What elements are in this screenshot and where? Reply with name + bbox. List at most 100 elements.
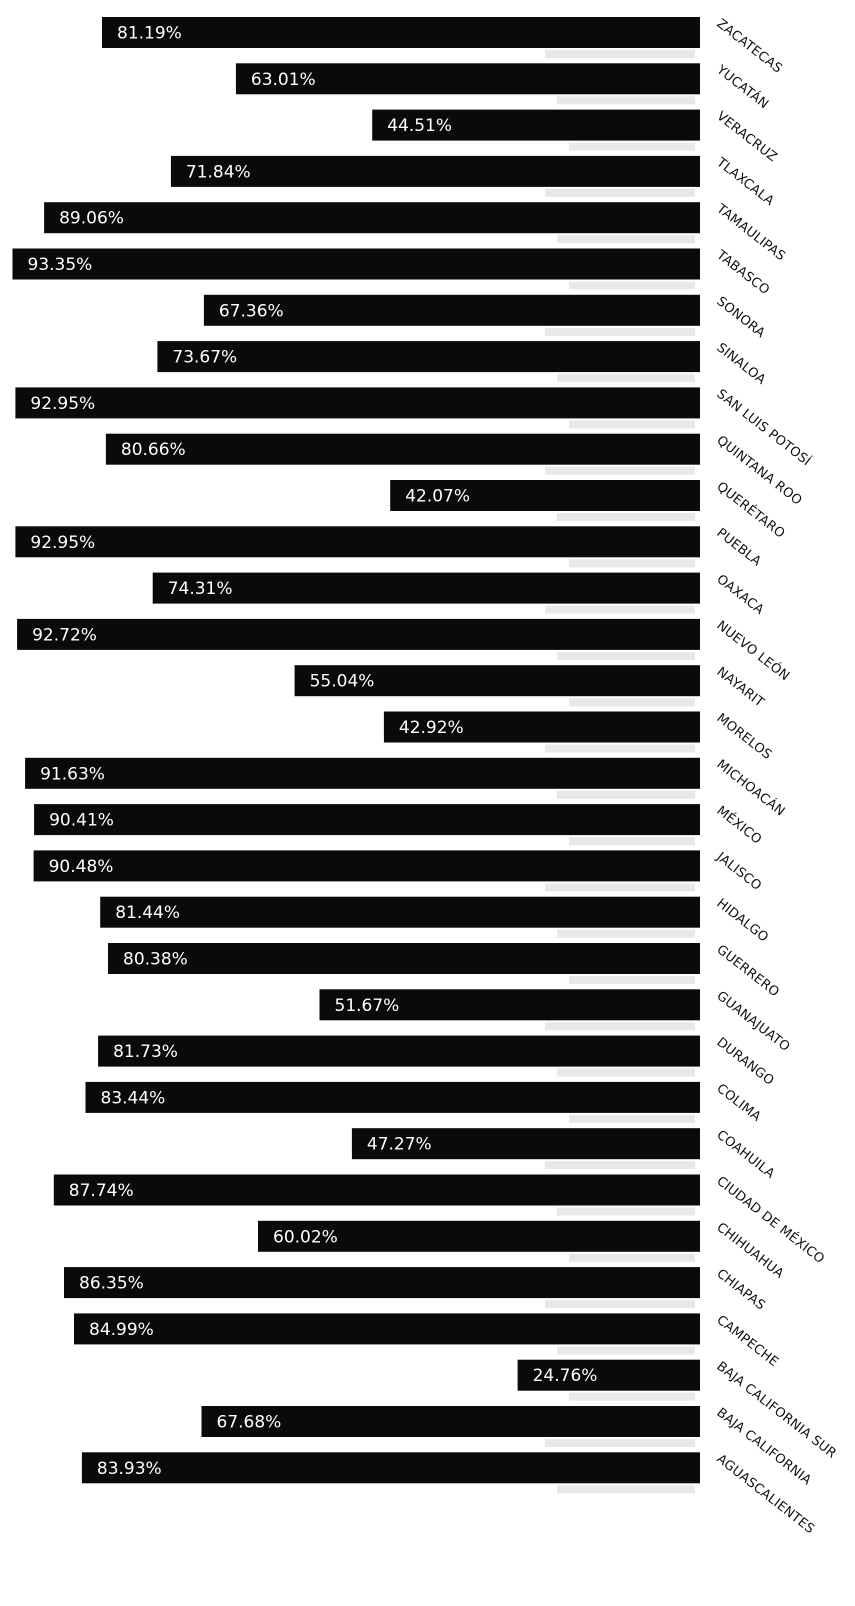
value-label-aguascalientes: 83.93% [97,1459,162,1479]
scan-noise-patch [569,559,695,568]
bar-jalisco [33,850,701,882]
bar-tamaulipas [44,202,701,234]
scan-noise-patch [545,1022,695,1031]
value-label-nayarit: 55.04% [310,672,375,692]
scan-noise-patch [569,698,695,707]
bar-veracruz [372,109,700,141]
bars [12,17,701,1484]
bar-san-luis-potosi [15,387,700,419]
category-label-hidalgo: HIDALGO [714,896,771,946]
bar-oaxaca [152,572,700,604]
value-label-tlaxcala: 71.84% [186,162,251,182]
scan-noise-patch [545,1439,695,1447]
bar-hidalgo [100,896,700,928]
value-label-yucatan: 63.01% [251,70,316,90]
bar-quintana-roo [105,433,700,465]
bar-chiapas [64,1267,700,1299]
bar-nayarit [294,665,700,697]
value-label-puebla: 92.95% [30,533,95,553]
category-label-morelos: MORELOS [714,711,775,763]
category-label-chiapas: CHIAPAS [714,1266,768,1313]
scan-noise-patch [557,1346,695,1355]
category-label-colima: COLIMA [714,1081,764,1125]
scan-noise-patch [557,374,695,383]
value-label-chiapas: 86.35% [79,1274,144,1294]
bar-sinaloa [157,341,700,373]
category-label-yucatan: YUCATÁN [713,61,772,112]
value-label-ciudad-de-mexico: 87.74% [69,1181,134,1201]
value-label-jalisco: 90.48% [49,857,114,877]
value-label-colima: 83.44% [101,1088,166,1108]
value-label-guerrero: 80.38% [123,950,188,970]
bar-sonora [203,294,700,326]
value-label-guanajuato: 51.67% [335,996,400,1016]
category-label-ciudad-de-mexico: CIUDAD DE MÉXICO [714,1173,828,1267]
scan-noise-patch [557,790,695,799]
scan-noise-patch [557,1485,695,1494]
scan-noise-patch [545,605,695,614]
scan-noise-patch [545,50,695,58]
value-label-michoacan: 91.63% [40,764,105,784]
scan-noise-patch [569,1392,695,1401]
scan-noise-patch [557,235,695,244]
value-label-campeche: 84.99% [89,1320,154,1340]
bar-campeche [74,1313,700,1345]
value-label-morelos: 42.92% [399,718,464,738]
scan-noise-patch [545,1300,695,1309]
bar-queretaro [390,480,700,511]
bar-guerrero [108,943,700,974]
value-label-mexico: 90.41% [49,811,114,831]
value-label-coahuila: 47.27% [367,1135,432,1155]
scan-noise-patch [545,327,695,336]
scan-noise-patch [557,1207,695,1216]
scan-noise-patch [569,837,695,846]
category-label-oaxaca: OAXACA [714,572,767,618]
category-label-tabasco: TABASCO [713,247,772,298]
value-labels: 81.19% 63.01% 44.51% 71.84% 89.06% 93.35% 67.3… [28,24,598,1479]
bar-nuevo-leon [17,618,701,650]
scan-noise [545,50,695,1494]
value-label-san-luis-potosi: 92.95% [30,394,95,414]
bar-baja-california [201,1406,700,1437]
scan-noise-patch [557,513,695,521]
value-label-sinaloa: 73.67% [172,348,237,368]
value-label-zacatecas: 81.19% [117,24,182,44]
scan-noise-patch [545,744,695,753]
scan-noise-patch [545,188,695,197]
bar-guanajuato [319,989,700,1021]
scan-noise-patch [557,651,695,660]
bar-baja-california-sur [517,1359,700,1391]
value-label-veracruz: 44.51% [387,116,452,136]
scan-noise-patch [557,929,695,938]
bar-colima [85,1081,700,1113]
bar-yucatan [235,63,700,95]
bar-chihuahua [258,1220,700,1252]
category-label-sonora: SONORA [714,294,768,341]
value-label-tamaulipas: 89.06% [59,209,124,229]
value-label-baja-california: 67.68% [217,1413,282,1433]
scan-noise-patch [569,1253,695,1262]
scan-noise-patch [569,420,695,429]
value-label-oaxaca: 74.31% [168,579,233,599]
category-labels: ZACATECASYUCATÁNVERACRUZTLAXCALATAMAULIP… [713,16,839,1537]
scan-noise-patch [545,883,695,892]
scan-noise-patch [569,142,695,151]
bar-puebla [15,526,700,558]
value-label-tabasco: 93.35% [28,255,93,275]
bar-michoacan [25,757,701,789]
category-label-mexico: MÉXICO [714,803,765,848]
bar-tlaxcala [170,155,700,187]
bar-durango [98,1035,701,1067]
value-label-hidalgo: 81.44% [115,903,180,923]
value-label-sonora: 67.36% [219,301,284,321]
scan-noise-patch [545,466,695,475]
bar-coahuila [351,1128,700,1160]
category-label-jalisco: JALISCO [713,849,764,894]
scan-noise-patch [569,976,695,984]
bar-aguascalientes [81,1452,700,1484]
value-label-baja-california-sur: 24.76% [533,1366,598,1386]
category-label-aguascalientes: AGUASCALIENTES [714,1452,817,1537]
value-label-chihuahua: 60.02% [273,1227,338,1247]
bar-morelos [383,711,700,743]
